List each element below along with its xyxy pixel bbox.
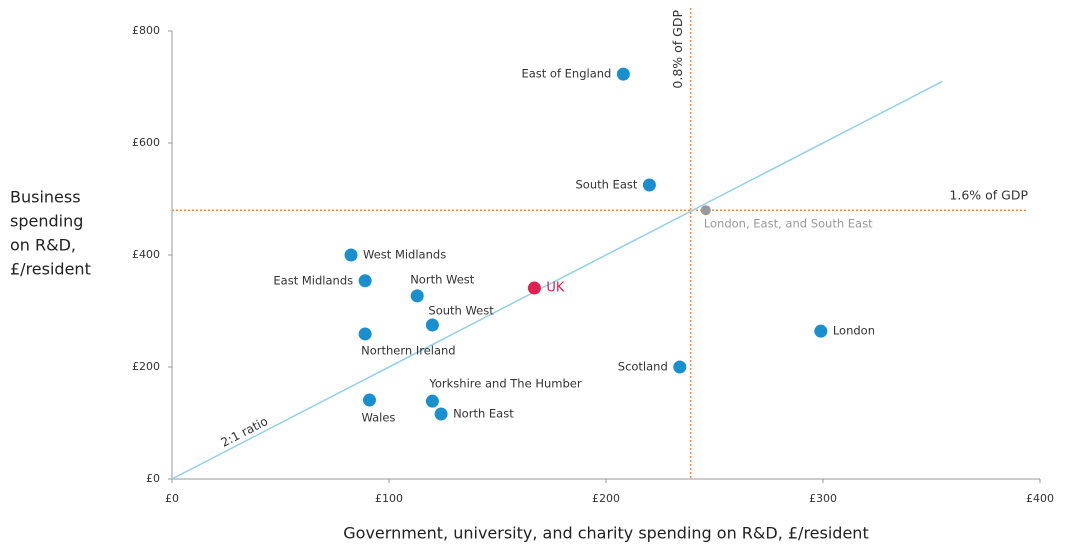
point: [642, 178, 656, 192]
y-axis-title: Business: [10, 188, 81, 207]
point: [434, 407, 448, 421]
x-tick-label: £400: [1026, 492, 1054, 505]
point-label: South West: [428, 304, 494, 318]
point-label: South East: [575, 178, 637, 192]
point: [362, 393, 376, 407]
point-label: West Midlands: [363, 248, 446, 262]
y-axis-title: £/resident: [10, 260, 91, 279]
point: [527, 281, 541, 295]
point-label: East Midlands: [273, 273, 353, 287]
point-label: East of England: [521, 67, 611, 81]
point: [673, 360, 687, 374]
ratio-line: [171, 80, 943, 480]
y-tick-label: £400: [132, 248, 160, 261]
point: [425, 394, 439, 408]
y-tick-label: £200: [132, 360, 160, 373]
point: [814, 324, 828, 338]
point-label: London: [833, 324, 875, 338]
y-tick-label: £600: [132, 136, 160, 149]
point: [425, 318, 439, 332]
point: [616, 67, 630, 81]
point-label: London, East, and South East: [704, 217, 873, 231]
point-label: Northern Ireland: [361, 343, 455, 357]
x-tick-label: £200: [592, 492, 620, 505]
x-tick-label: £100: [375, 492, 403, 505]
point-label: North East: [453, 407, 514, 421]
y-axis-title: spending: [10, 212, 83, 231]
y-tick-label: £0: [146, 472, 160, 485]
point: [358, 327, 372, 341]
point: [358, 274, 372, 288]
point-label: North West: [410, 272, 475, 286]
point: [700, 205, 711, 216]
y-tick-label: £800: [132, 24, 160, 37]
point-label: Scotland: [618, 360, 668, 374]
reference-label: 1.6% of GDP: [949, 188, 1028, 203]
reference-label: 0.8% of GDP: [670, 10, 685, 89]
point-label: Wales: [361, 411, 395, 425]
x-tick-label: £300: [809, 492, 837, 505]
x-tick-label: £0: [165, 492, 179, 505]
point: [344, 248, 358, 262]
x-axis-title: Government, university, and charity spen…: [343, 524, 868, 543]
point: [410, 289, 424, 303]
point-label: Yorkshire and The Humber: [428, 377, 581, 391]
point-label: UK: [546, 281, 565, 296]
y-axis-title: on R&D,: [10, 236, 76, 255]
